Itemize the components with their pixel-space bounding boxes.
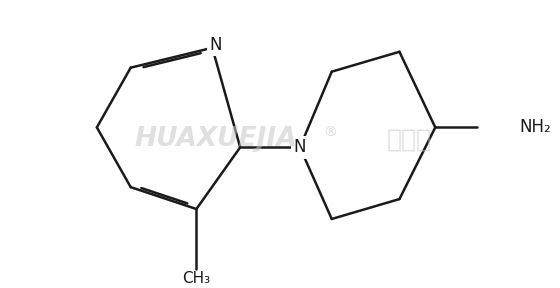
Text: N: N bbox=[293, 138, 306, 156]
Text: ®: ® bbox=[323, 125, 337, 139]
Text: NH₂: NH₂ bbox=[519, 118, 550, 137]
Text: N: N bbox=[209, 36, 222, 54]
Text: CH₃: CH₃ bbox=[183, 271, 211, 286]
Text: 化学加: 化学加 bbox=[387, 127, 432, 151]
Text: HUAXUEJIA: HUAXUEJIA bbox=[134, 126, 297, 152]
